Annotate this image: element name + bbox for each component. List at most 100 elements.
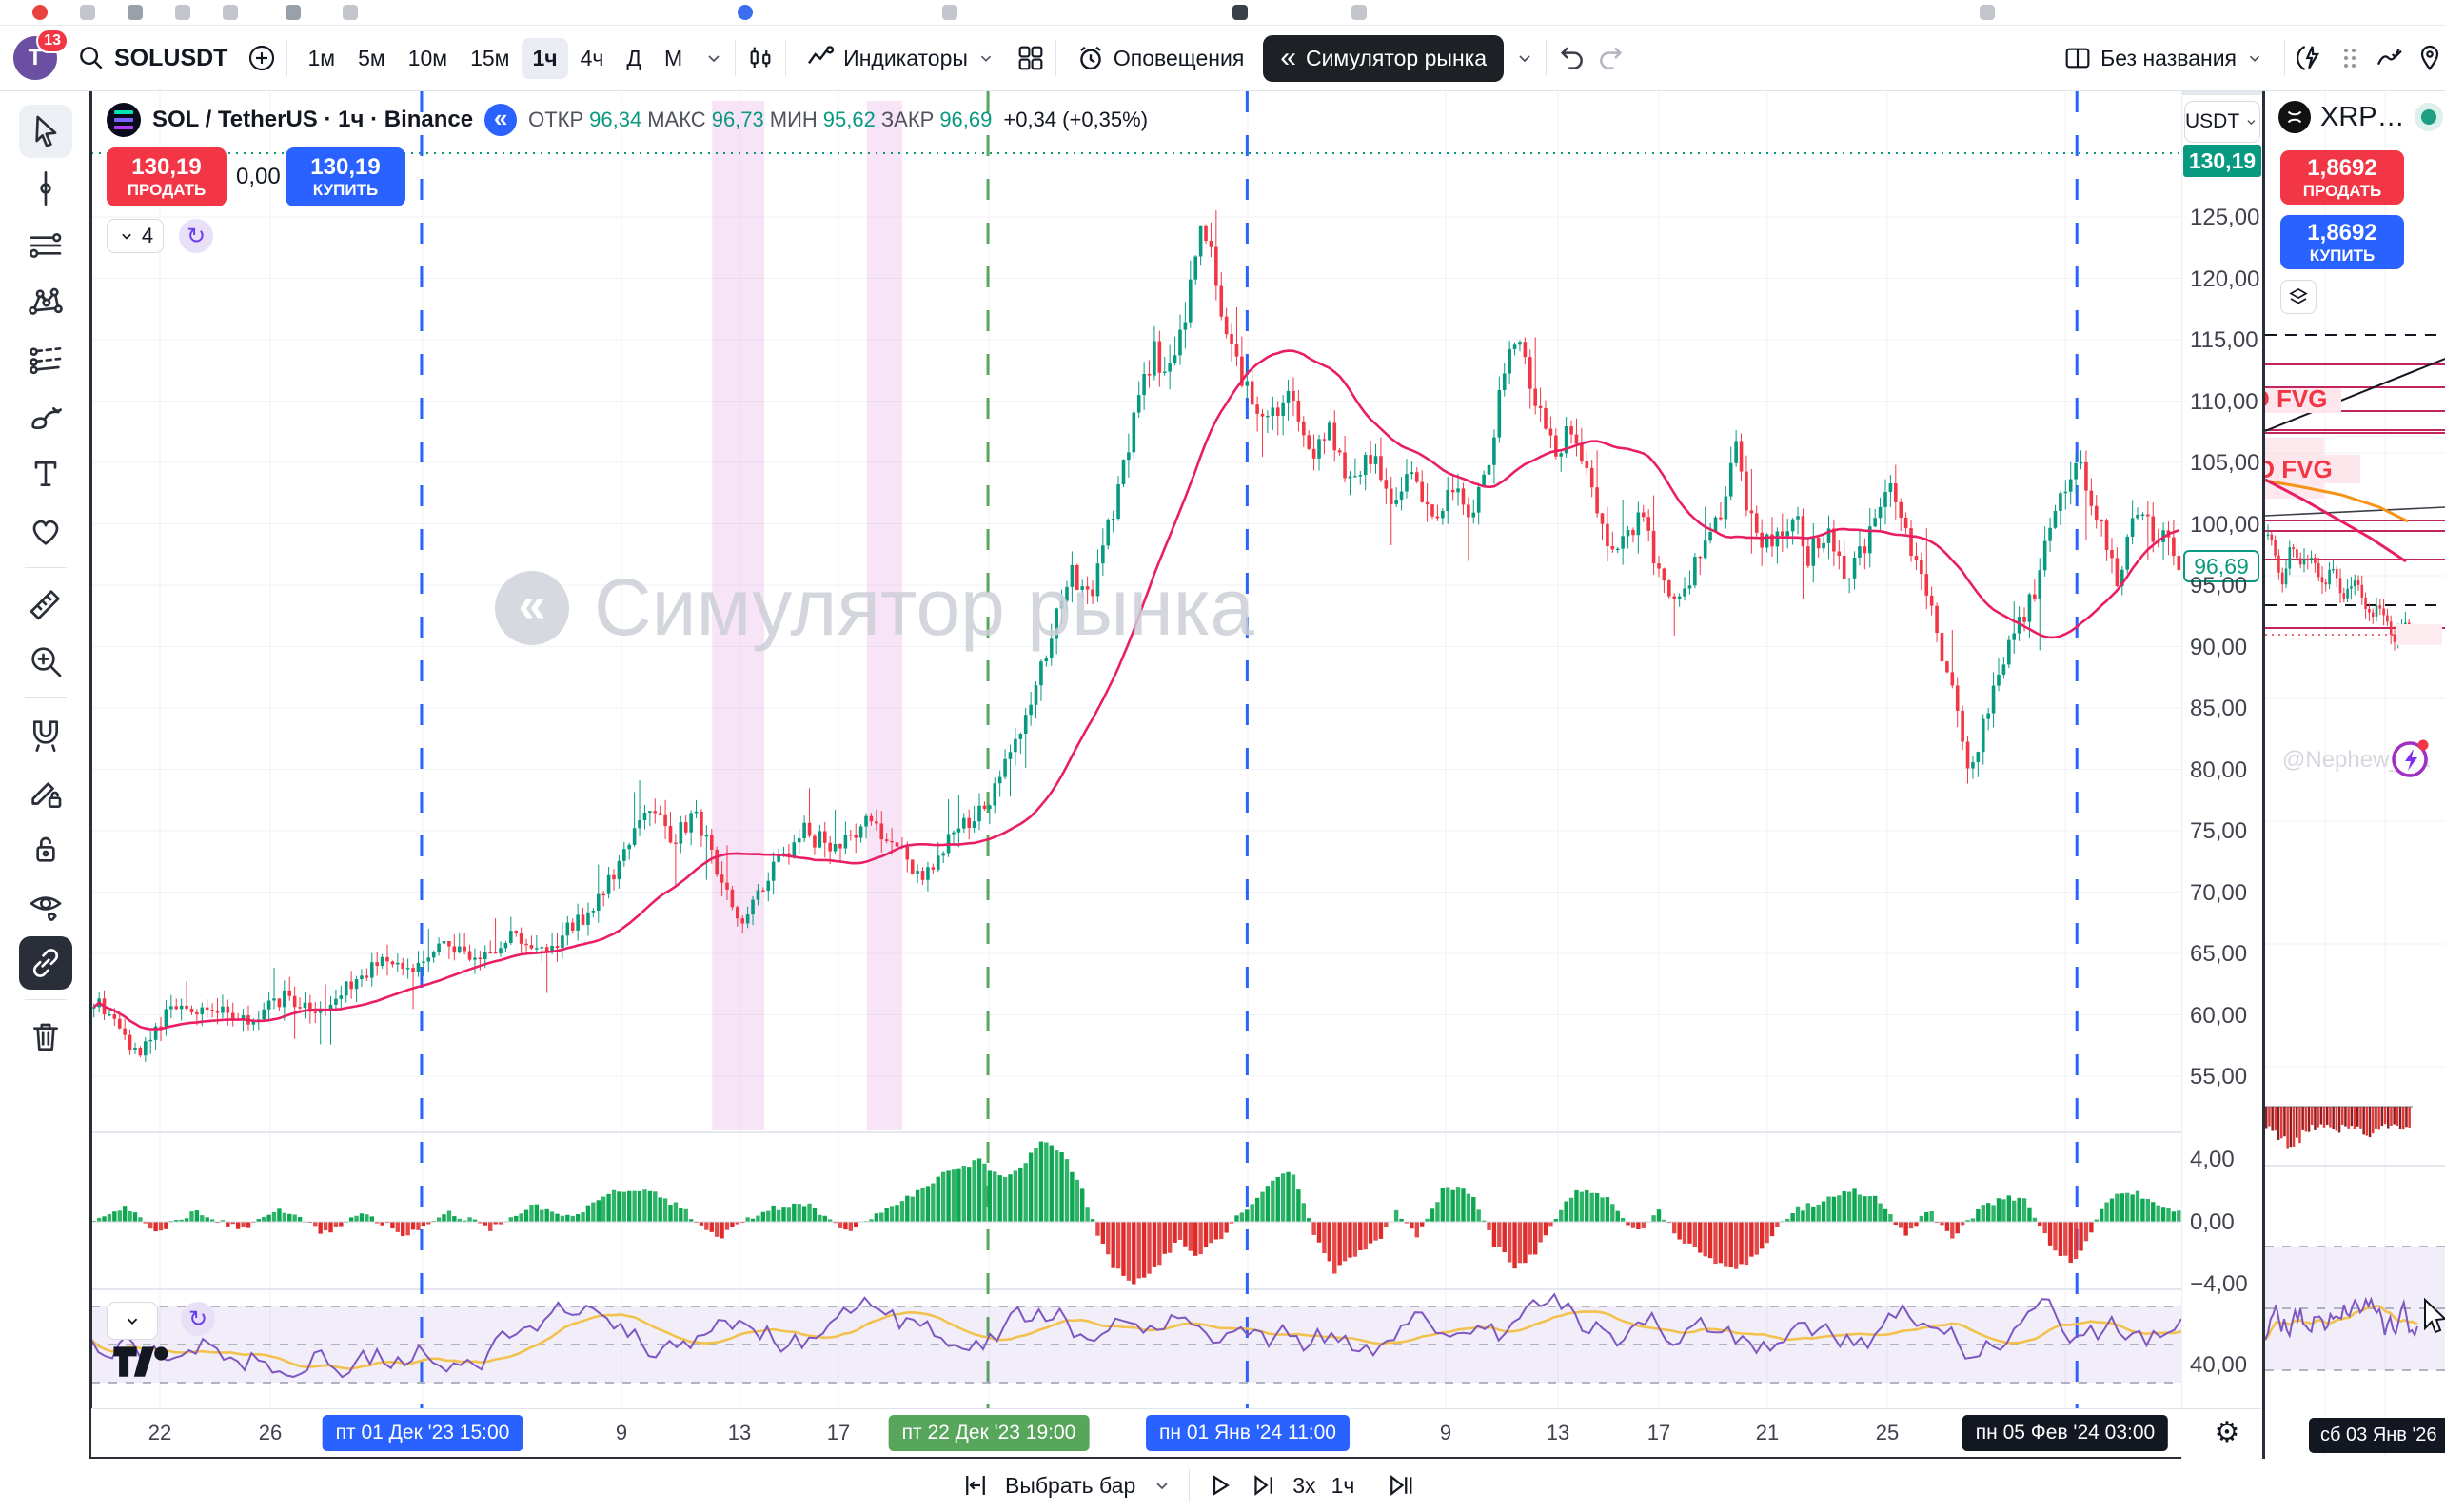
chart-frame-left [89,91,92,1459]
browser-favicon-icon[interactable] [343,5,358,20]
speed-label[interactable]: 3х [1292,1472,1316,1498]
layout-name-button[interactable]: Без названия [2053,35,2275,81]
price-axis-label: 125,00 [2190,205,2260,230]
layers-button[interactable] [2280,280,2317,314]
toolbar-separator [1055,40,1056,76]
oscillator-sync-icon[interactable]: ↻ [181,1302,215,1336]
sync-icon[interactable]: ↻ [179,219,213,253]
buy-button[interactable]: 130,19 КУПИТЬ [286,147,405,206]
tool-zoom-in[interactable] [19,635,72,688]
browser-favicon-icon[interactable] [286,5,301,20]
jump-to-end-icon[interactable] [1386,1471,1414,1500]
tool-cursor[interactable] [18,105,72,158]
right-symbol-title[interactable]: XRP… [2320,101,2405,132]
play-icon[interactable] [1205,1471,1233,1500]
ohlc-label: ЗАКР [880,108,935,131]
panel-separator[interactable] [2261,91,2265,1512]
browser-favicon-icon[interactable] [175,5,190,20]
chevron-down-icon[interactable] [1151,1474,1173,1497]
brush-icon [30,407,62,429]
trend-lines-icon [29,233,61,258]
tool-draw-lock[interactable] [19,765,72,818]
tool-link[interactable] [18,936,72,990]
timeframe-1м[interactable]: 1м [307,45,336,70]
alerts-button[interactable]: Оповещения [1066,35,1253,81]
toolbar-separator [1546,40,1547,76]
timeframe-М[interactable]: М [664,45,683,70]
select-bar-icon[interactable] [961,1471,990,1500]
tool-lock[interactable] [19,822,72,875]
browser-favicon-icon[interactable] [1351,5,1367,20]
indicators-button[interactable]: Индикаторы [796,35,1006,81]
market-simulator-button[interactable]: « Симулятор рынка [1263,34,1504,82]
timeframe-15м[interactable]: 15м [470,45,510,70]
price-axis-label: 115,00 [2190,327,2258,353]
tool-brush[interactable] [19,390,72,443]
browser-favicon-icon[interactable] [942,5,957,20]
layers-icon [2289,288,2308,304]
time-axis[interactable]: 22 26 9 13 17 9 13 17 21 25 пт 01 Дек '23 15:00 пт … [91,1408,2261,1457]
right-sell-button[interactable]: 1,8692 ПРОДАТЬ [2280,150,2404,206]
undo-icon[interactable] [1556,43,1587,73]
browser-favicon-icon[interactable] [738,5,753,20]
user-avatar[interactable]: T 13 [13,29,69,80]
chevron-down-icon [122,233,131,240]
timeframe-10м[interactable]: 10м [407,45,448,70]
price-axis[interactable]: USDT 130,19 96,69 125,00 120,00 115,00 110,… [2181,91,2262,1459]
simulator-chevron-icon[interactable] [1513,47,1536,69]
oscillator-collapse-button[interactable] [107,1302,158,1340]
tool-trash[interactable] [19,1010,72,1063]
timeframe-5м[interactable]: 5м [358,45,385,70]
ma-line [92,349,2179,1031]
current-price-tag: 96,69 [2183,550,2259,582]
quick-action-lightning-icon[interactable] [2295,43,2325,73]
tool-emoji-heart[interactable] [19,504,72,558]
select-bar-label[interactable]: Выбрать бар [1005,1472,1136,1498]
browser-favicon-icon[interactable] [1980,5,1995,20]
redo-icon[interactable] [1596,43,1627,73]
grid-layout-icon[interactable] [1015,43,1046,73]
step-forward-icon[interactable] [1249,1471,1277,1500]
browser-favicon-icon[interactable] [128,5,143,20]
right-buy-button[interactable]: 1,8692 КУПИТЬ [2280,215,2404,270]
symbol-title[interactable]: SOL / TetherUS · 1ч · Binance [152,107,474,132]
alarm-clock-icon [1080,46,1101,70]
symbol-search-button[interactable]: SOLUSDT [67,35,237,81]
axis-settings-gear-icon[interactable]: ⚙ [2214,1416,2240,1448]
time-axis-label: 13 [1546,1421,1570,1444]
timeframe-1ч[interactable]: 1ч [522,37,568,79]
pin-icon[interactable] [2415,43,2445,73]
tool-trend-lines[interactable] [19,219,72,272]
tool-parallel-channel[interactable] [19,333,72,386]
browser-favicon-icon[interactable] [80,5,95,20]
tool-hide-drawings[interactable] [19,879,72,933]
time-axis-tag[interactable]: пн 01 Янв '24 11:00 [1146,1415,1350,1451]
browser-favicon-icon[interactable] [223,5,238,20]
time-axis-tag[interactable]: пн 05 Фев '24 03:00 [1962,1415,2169,1451]
tool-magnet[interactable] [19,708,72,761]
time-axis-tag[interactable]: пт 22 Дек '23 19:00 [888,1415,1090,1451]
drag-dots-icon[interactable] [2335,43,2365,73]
depth-selector-button[interactable]: 4 [107,219,164,253]
timeframe-Д[interactable]: Д [626,45,641,70]
main-chart-svg[interactable] [90,91,2182,1459]
rewind-badge-icon[interactable]: « [484,104,518,136]
browser-favicon-icon[interactable] [32,5,48,20]
chart-style-icon[interactable] [745,43,776,73]
tool-ruler[interactable] [19,578,72,631]
tool-text[interactable] [19,447,72,501]
main-chart[interactable] [90,91,2182,1459]
sell-button[interactable]: 130,19 ПРОДАТЬ [107,147,227,206]
currency-toggle-button[interactable]: USDT [2184,101,2260,143]
timeframe-4ч[interactable]: 4ч [580,45,604,70]
time-axis-tag[interactable]: пт 01 Дек '23 15:00 [322,1415,523,1451]
add-symbol-icon[interactable] [246,43,277,73]
step-interval-label[interactable]: 1ч [1331,1472,1355,1498]
tool-xabcd-pattern[interactable] [19,276,72,329]
curve-check-icon[interactable] [2375,43,2405,73]
right-symbol-panel[interactable]: XRP… 1,8692 ПРОДАТЬ 1,8692 КУПИТЬ сб 03 … [2265,91,2445,1512]
tool-crosshair[interactable] [19,162,72,215]
browser-favicon-icon[interactable] [1232,5,1248,20]
right-chart-svg[interactable]: D FVGID FVG@Nephew_Sa [2265,91,2445,1512]
timeframe-chevron-icon[interactable] [702,47,725,69]
